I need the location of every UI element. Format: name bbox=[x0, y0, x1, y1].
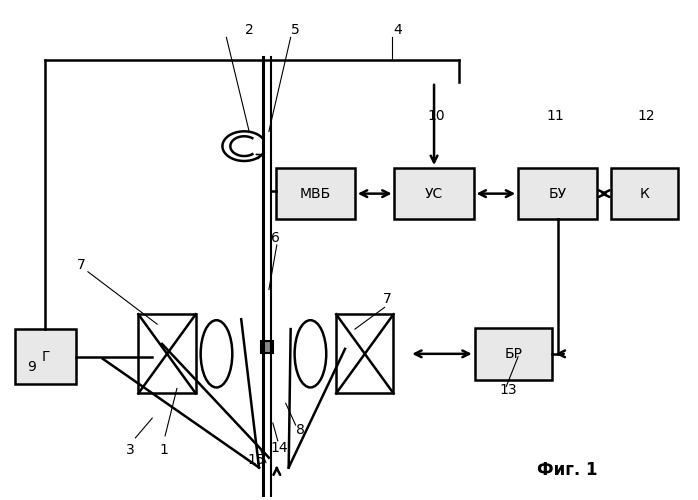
Text: БУ: БУ bbox=[549, 186, 567, 200]
Bar bbox=[475, 328, 551, 380]
Text: 5: 5 bbox=[291, 24, 300, 38]
Text: 15: 15 bbox=[247, 452, 265, 466]
Text: 12: 12 bbox=[638, 110, 655, 124]
Bar bbox=[611, 168, 678, 220]
Text: БР: БР bbox=[504, 347, 522, 361]
Text: 7: 7 bbox=[77, 258, 85, 272]
Text: 9: 9 bbox=[27, 360, 36, 374]
Text: Г: Г bbox=[41, 350, 50, 364]
Text: 1: 1 bbox=[160, 443, 168, 457]
Text: 7: 7 bbox=[383, 292, 392, 306]
Ellipse shape bbox=[200, 320, 232, 388]
Bar bbox=[138, 314, 195, 394]
Bar bbox=[276, 168, 355, 220]
Text: К: К bbox=[640, 186, 650, 200]
Text: 13: 13 bbox=[499, 384, 517, 398]
Text: 14: 14 bbox=[270, 441, 288, 455]
Text: 8: 8 bbox=[296, 423, 305, 437]
Text: 4: 4 bbox=[393, 24, 402, 38]
Text: 2: 2 bbox=[245, 24, 253, 38]
Bar bbox=[261, 341, 273, 353]
Text: УС: УС bbox=[425, 186, 443, 200]
Text: 10: 10 bbox=[427, 110, 445, 124]
Text: МВБ: МВБ bbox=[299, 186, 331, 200]
Bar bbox=[336, 314, 394, 394]
Bar bbox=[518, 168, 597, 220]
Bar bbox=[394, 168, 474, 220]
Text: Фиг. 1: Фиг. 1 bbox=[537, 460, 597, 478]
Text: 11: 11 bbox=[547, 110, 565, 124]
Ellipse shape bbox=[295, 320, 326, 388]
Bar bbox=[15, 329, 76, 384]
Text: 6: 6 bbox=[272, 231, 281, 245]
Text: 3: 3 bbox=[126, 443, 135, 457]
